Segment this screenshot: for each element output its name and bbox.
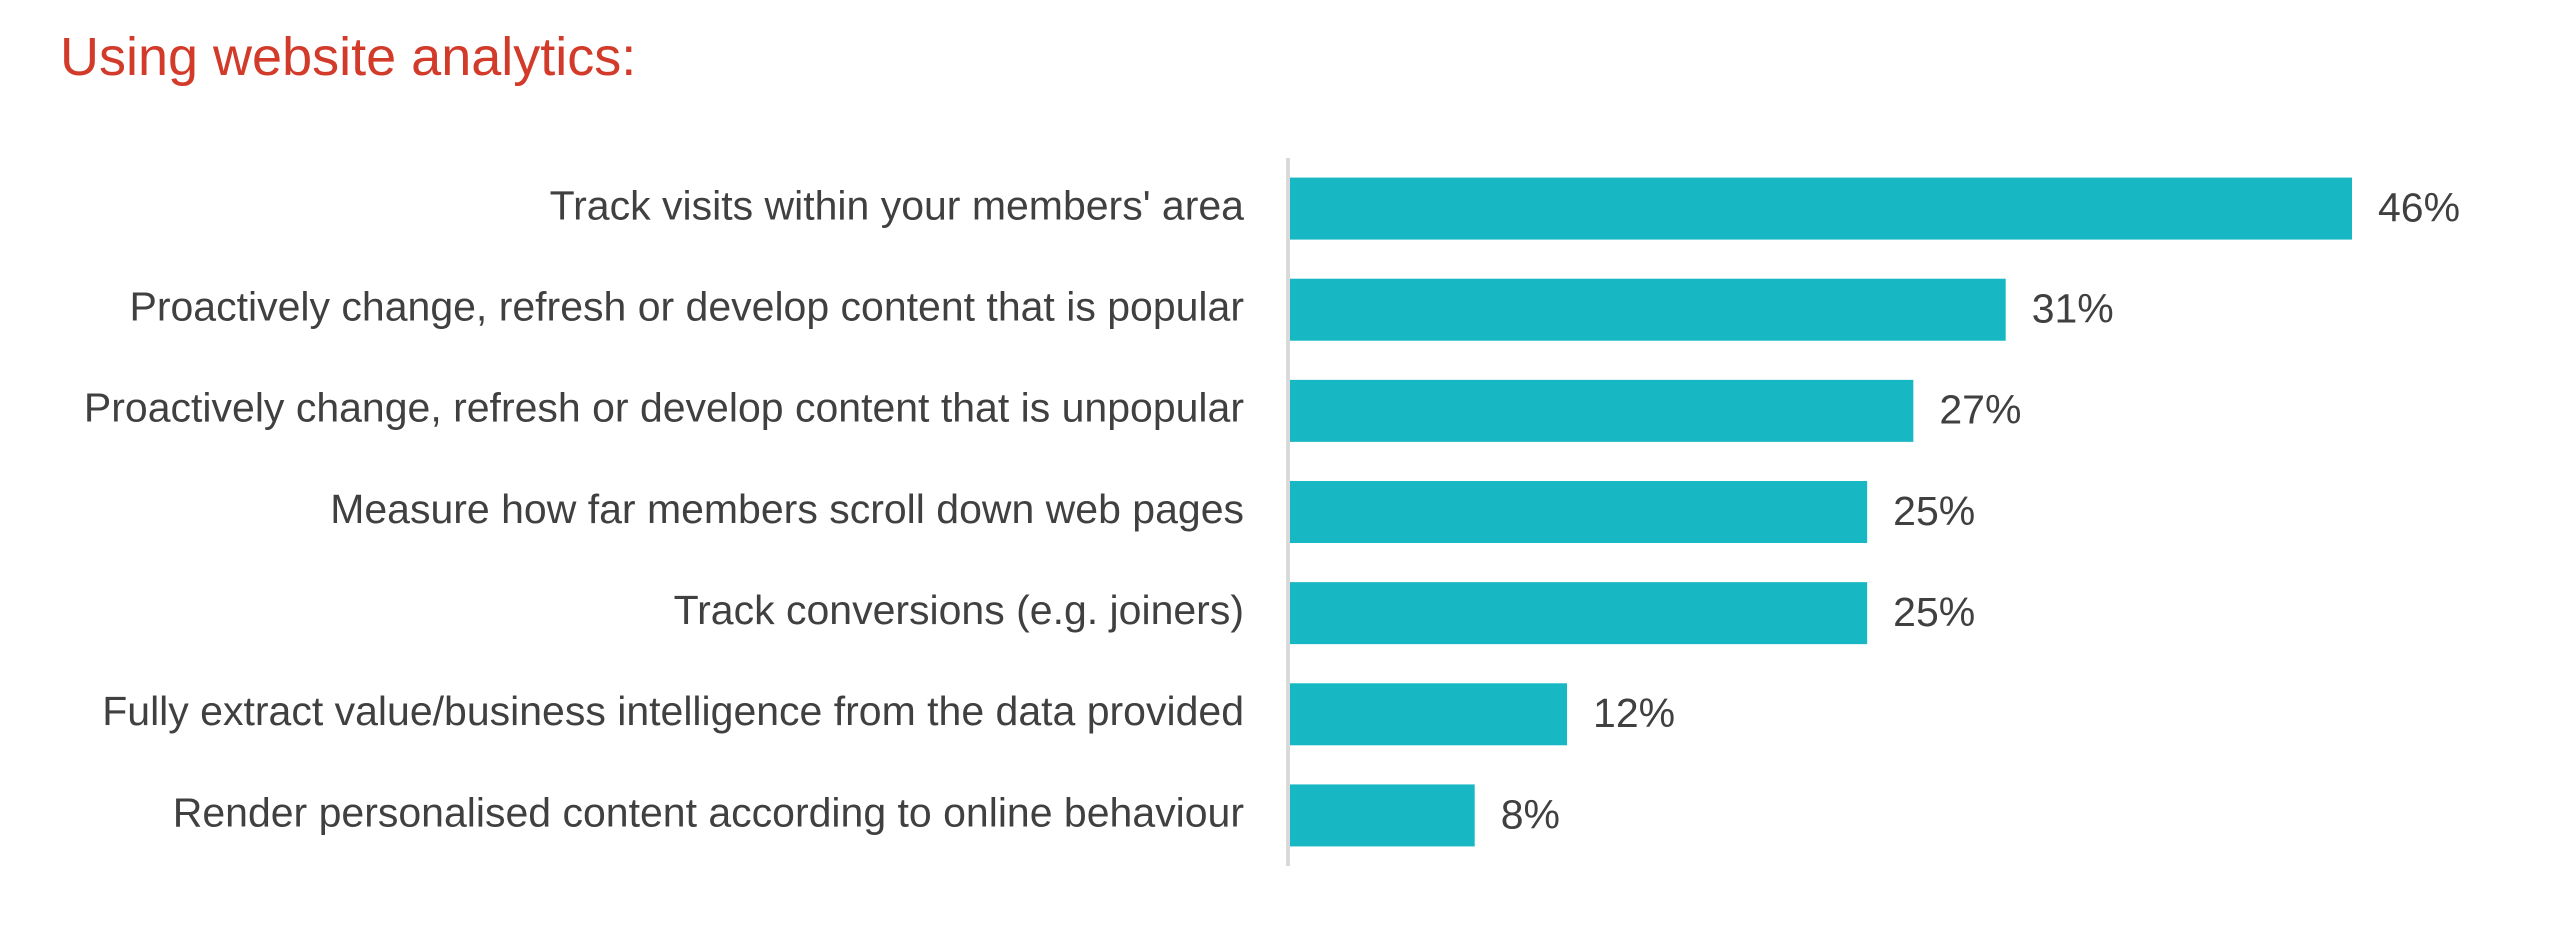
value-label: 25% — [1893, 488, 1975, 534]
value-label: 8% — [1501, 791, 1560, 837]
chart-title: Using website analytics: — [60, 27, 637, 87]
value-label: 12% — [1593, 690, 1675, 736]
bar — [1290, 582, 1868, 645]
value-labels: 46% 31% 27% 25% 25% 12% 8% — [1501, 184, 2460, 837]
category-label: Proactively change, refresh or develop c… — [84, 385, 1244, 431]
category-labels: Track visits within your members' area Pr… — [84, 182, 1244, 835]
bar — [1290, 784, 1475, 847]
bars — [1290, 177, 2352, 847]
bar — [1290, 278, 2006, 341]
value-label: 25% — [1893, 589, 1975, 635]
category-label: Measure how far members scroll down web … — [330, 486, 1244, 532]
category-label: Fully extract value/business intelligenc… — [102, 688, 1244, 734]
value-label: 31% — [2032, 286, 2114, 332]
category-label: Track visits within your members' area — [550, 182, 1245, 228]
bar — [1290, 177, 2352, 240]
category-label: Render personalised content according to… — [173, 789, 1244, 835]
value-label: 46% — [2378, 184, 2460, 230]
bar — [1290, 379, 1914, 442]
bar — [1290, 481, 1868, 543]
category-label: Track conversions (e.g. joiners) — [674, 587, 1244, 633]
bar — [1290, 683, 1568, 746]
value-label: 27% — [1939, 387, 2021, 433]
category-label: Proactively change, refresh or develop c… — [130, 284, 1245, 330]
